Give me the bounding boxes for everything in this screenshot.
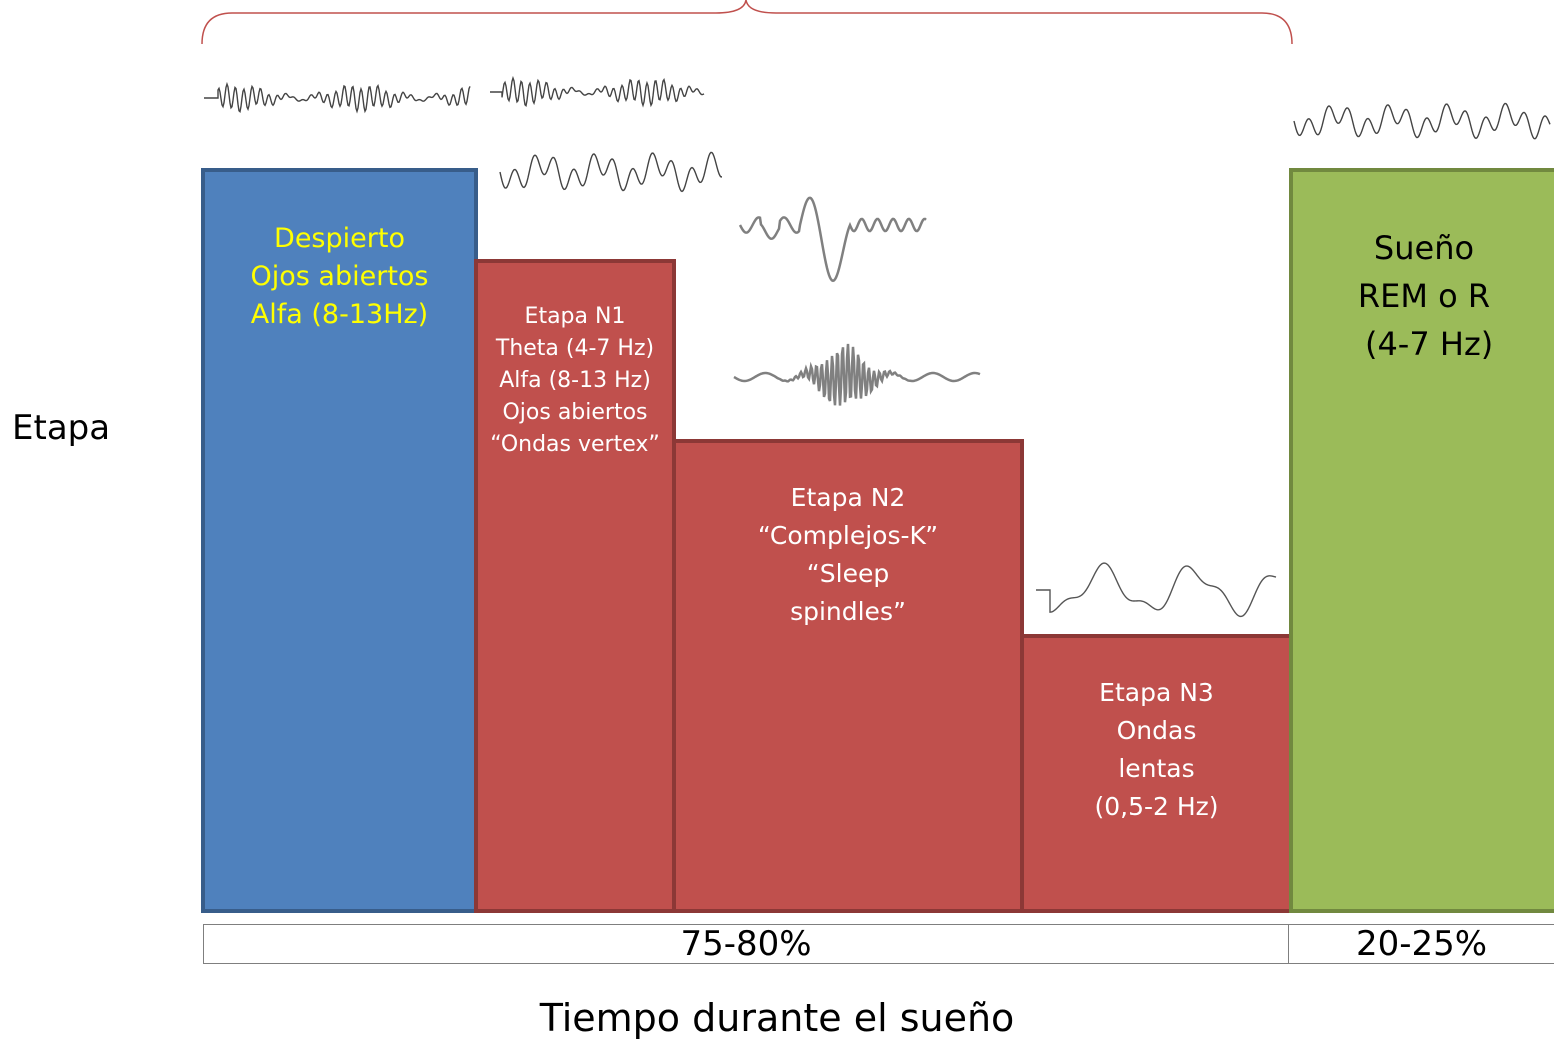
stage-n3-block: Etapa N3 Ondas lentas (0,5-2 Hz) <box>1020 634 1293 913</box>
alpha-wave <box>204 81 471 114</box>
stage-rem-line: REM o R <box>1357 277 1491 315</box>
rem-theta-wave <box>1293 102 1551 140</box>
stage-n1-line: “Ondas vertex” <box>490 432 660 457</box>
nrem-proportion: 75-80% <box>203 924 1289 964</box>
stage-n1-line: Ojos abiertos <box>502 400 648 425</box>
x-axis-label: Tiempo durante el sueño <box>539 996 1015 1040</box>
stage-awake-block: Despierto Ojos abiertos Alfa (8-13Hz) <box>201 168 478 913</box>
k-complex-wave <box>738 196 927 283</box>
rem-proportion: 20-25% <box>1288 924 1554 964</box>
stage-n2-line: “Sleep <box>806 559 890 588</box>
waveform-trace <box>499 151 722 193</box>
stage-n2-block: Etapa N2 “Complejos-K” “Sleep spindles” <box>672 439 1024 913</box>
alpha-wave <box>490 75 705 108</box>
stage-n3-line: Ondas <box>1116 716 1197 745</box>
stage-rem-block: Sueño REM o R (4-7 Hz) <box>1289 168 1554 913</box>
slow-wave <box>1036 562 1277 618</box>
stage-n1-line: Etapa N1 <box>524 304 626 329</box>
waveform-trace <box>204 81 471 114</box>
stage-n1-line: Theta (4-7 Hz) <box>495 336 655 361</box>
stage-awake-line: Despierto <box>274 223 405 254</box>
waveform-trace <box>738 196 927 283</box>
waveform-trace <box>490 75 705 108</box>
stage-rem-line: Sueño <box>1373 229 1475 267</box>
stage-n2-line: Etapa N2 <box>790 483 906 512</box>
stage-n3-line: Etapa N3 <box>1099 678 1214 707</box>
waveform-trace <box>1293 102 1551 140</box>
nrem-bracket <box>201 0 1293 45</box>
stage-awake-line: Alfa (8-13Hz) <box>250 299 429 330</box>
y-axis-label: Etapa <box>12 408 111 448</box>
stage-n3-line: lentas <box>1118 754 1195 783</box>
waveform-trace <box>733 343 981 406</box>
stage-awake-line: Ojos abiertos <box>250 261 429 292</box>
waveform-trace <box>1036 562 1277 618</box>
sleep-spindle-wave <box>733 343 981 406</box>
theta-wave <box>499 151 722 193</box>
stage-rem-line: (4-7 Hz) <box>1354 325 1494 363</box>
stage-n1-line: Alfa (8-13 Hz) <box>499 368 651 393</box>
stage-n1-block: Etapa N1 Theta (4-7 Hz) Alfa (8-13 Hz) O… <box>474 259 676 913</box>
stage-n3-line: (0,5-2 Hz) <box>1094 792 1219 821</box>
stage-n2-line: spindles” <box>790 597 906 626</box>
stage-n2-line: “Complejos-K” <box>757 521 939 550</box>
